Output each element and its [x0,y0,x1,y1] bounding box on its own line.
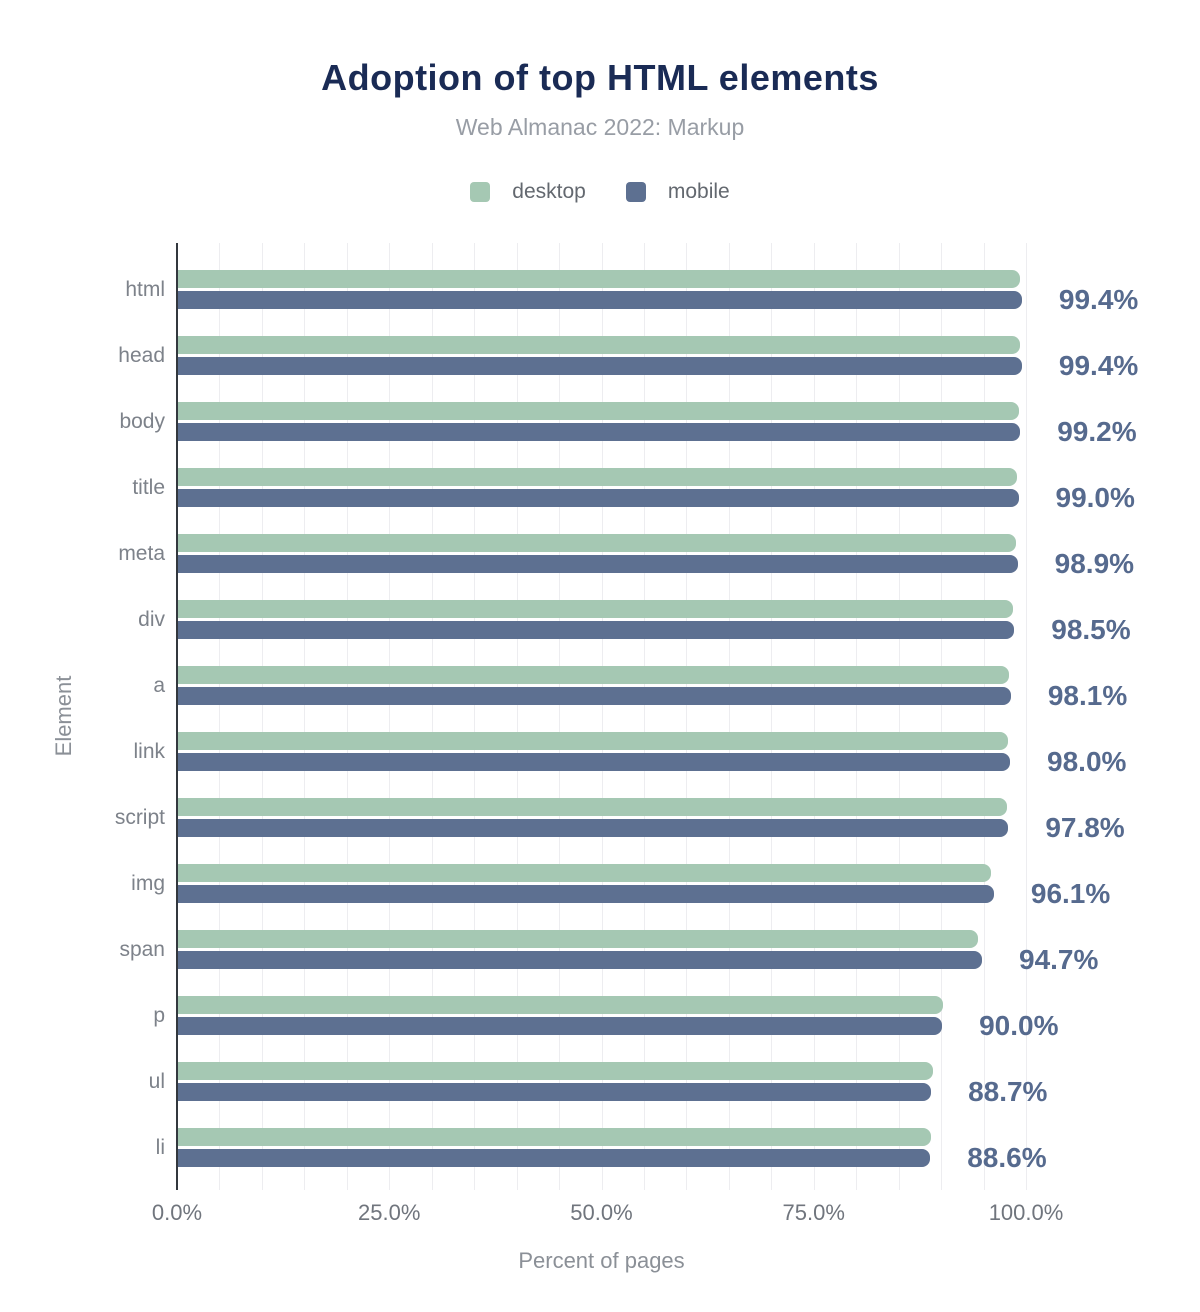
gridline [771,243,773,1190]
bar-mobile [178,687,1011,705]
gridline [474,243,476,1190]
bar-desktop [178,798,1007,816]
gridline [304,243,306,1190]
gridline [813,243,815,1190]
bar-mobile [178,291,1022,309]
legend-label-mobile: mobile [667,180,730,203]
bar-desktop [178,732,1009,750]
bar-mobile [178,1083,932,1101]
value-label: 99.4% [1058,284,1139,315]
bar-mobile [178,819,1009,837]
bar-mobile [178,951,982,969]
bar-desktop [178,996,943,1014]
bar-mobile [178,621,1015,639]
bar-desktop [178,468,1017,486]
category-label: p [153,1003,165,1027]
value-label: 98.1% [1047,680,1128,711]
value-label: 99.4% [1058,350,1139,381]
bar-mobile [178,357,1022,375]
category-label: head [118,343,165,367]
bar-mobile [178,753,1011,771]
gridline [643,243,645,1190]
category-label: meta [118,541,165,565]
legend-item-desktop: desktop [470,180,586,204]
value-label: 98.9% [1054,548,1135,579]
value-label: 98.0% [1047,746,1127,777]
y-axis-line [176,243,178,1190]
gridline [389,243,391,1190]
legend-label-desktop: desktop [512,180,586,203]
x-tick-label: 0.0% [151,1200,203,1225]
bar-mobile [178,1149,931,1167]
bar-mobile [178,555,1018,573]
gridline [898,243,900,1190]
gridline [559,243,561,1190]
chart-title: Adoption of top HTML elements [321,57,879,98]
x-tick-label: 25.0% [358,1200,421,1225]
gridline [261,243,263,1190]
value-label: 96.1% [1030,878,1111,909]
gridline [219,243,221,1190]
category-label: html [125,277,165,301]
category-label: link [133,739,165,763]
category-label: body [119,409,165,433]
value-label: 98.5% [1051,614,1131,645]
chart-subtitle: Web Almanac 2022: Markup [455,114,745,140]
bar-desktop [178,600,1013,618]
category-label: script [114,805,165,829]
gridline [516,243,518,1190]
category-label: a [153,673,165,697]
bar-desktop [178,930,978,948]
mobile-swatch-icon [625,182,646,202]
desktop-swatch-icon [470,182,491,202]
x-tick-label: 75.0% [782,1200,845,1225]
x-axis-title: Percent of pages [518,1248,685,1273]
legend: desktop mobile [0,180,1200,204]
bar-mobile [178,489,1019,507]
value-label: 90.0% [979,1010,1059,1041]
bar-mobile [178,423,1021,441]
category-label: img [131,871,165,895]
category-label: li [155,1135,165,1159]
value-label: 88.7% [968,1076,1048,1107]
bar-desktop [178,534,1016,552]
bar-mobile [178,885,994,903]
value-label: 94.7% [1019,944,1099,975]
category-label: ul [148,1069,165,1093]
gridline [431,243,433,1190]
value-label: 99.0% [1055,482,1135,513]
value-label: 88.6% [967,1142,1047,1173]
bar-desktop [178,1128,932,1146]
bar-desktop [178,336,1021,354]
gridline [856,243,858,1190]
bar-mobile [178,1017,943,1035]
bar-desktop [178,402,1019,420]
bar-desktop [178,666,1010,684]
gridline [1026,243,1027,1190]
x-tick-label: 50.0% [570,1200,633,1225]
category-label: div [138,607,165,631]
category-label: title [132,475,165,499]
gridline [346,243,348,1190]
y-axis-title: Element [51,675,76,757]
value-label: 97.8% [1045,812,1125,843]
gridline [941,243,943,1190]
gridline [601,243,603,1190]
gridline [983,243,985,1190]
gridline [728,243,730,1190]
bar-desktop [178,864,992,882]
category-label: span [119,937,165,961]
x-tick-label: 100.0% [988,1200,1064,1225]
gridline [686,243,688,1190]
legend-item-mobile: mobile [625,180,730,204]
bar-desktop [178,1062,933,1080]
bar-desktop [178,270,1021,288]
value-label: 99.2% [1057,416,1137,447]
